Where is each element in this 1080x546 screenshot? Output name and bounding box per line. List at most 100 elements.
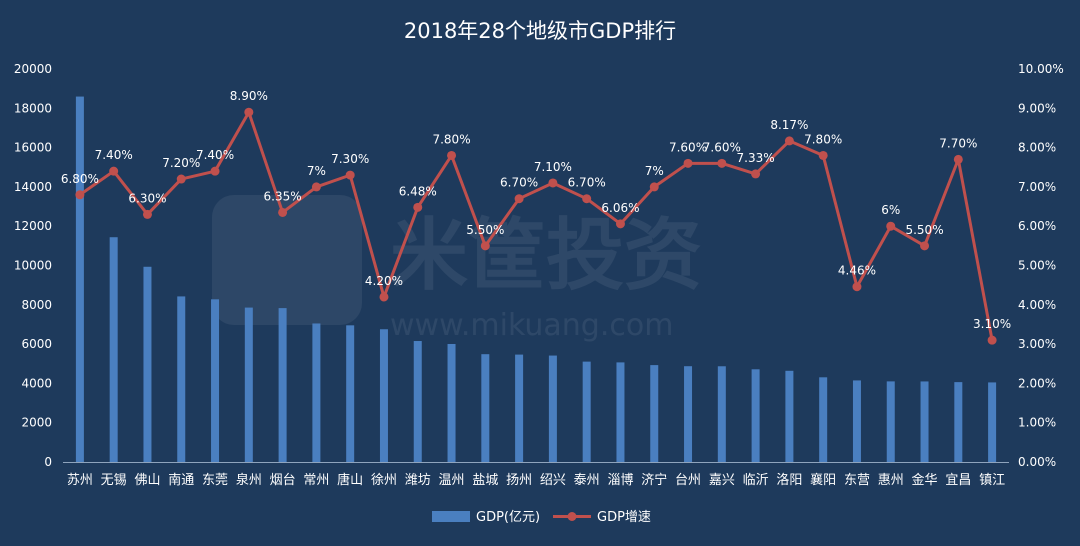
growth-data-label: 4.20%: [365, 274, 403, 288]
gdp-bar: [177, 296, 186, 462]
left-y-tick-label: 12000: [14, 219, 52, 233]
growth-data-label: 6.70%: [500, 176, 538, 190]
gdp-bar: [751, 369, 760, 462]
growth-point: [413, 202, 423, 212]
growth-point: [210, 166, 220, 176]
right-y-tick-label: 10.00%: [1018, 62, 1064, 76]
growth-point: [514, 194, 524, 204]
gdp-bar: [244, 307, 253, 462]
right-y-tick-label: 5.00%: [1018, 259, 1056, 273]
right-y-tick-label: 4.00%: [1018, 298, 1056, 312]
gdp-bar: [650, 365, 659, 462]
growth-point: [447, 150, 457, 160]
growth-data-label: 7.10%: [534, 160, 572, 174]
growth-data-label: 3.10%: [973, 317, 1011, 331]
growth-data-label: 8.90%: [230, 89, 268, 103]
growth-point: [818, 150, 828, 160]
left-y-tick-label: 8000: [21, 298, 52, 312]
growth-data-label: 6.06%: [601, 201, 639, 215]
growth-line-path: [79, 110, 994, 341]
growth-data-label: 7.80%: [432, 132, 470, 146]
right-y-tick-label: 7.00%: [1018, 180, 1056, 194]
x-tick-label: 泉州: [236, 472, 262, 488]
gdp-bar: [211, 299, 220, 462]
growth-data-label: 7.60%: [703, 140, 741, 154]
gdp-bar: [481, 354, 490, 462]
growth-point: [311, 182, 321, 192]
gdp-bar: [954, 382, 963, 462]
x-tick-label: 南通: [168, 472, 194, 488]
gdp-bar: [278, 308, 287, 462]
legend: GDP(亿元) GDP增速: [432, 510, 651, 525]
growth-line: 6.80%7.40%6.30%7.20%7.40%8.90%6.35%7%7.3…: [61, 89, 1011, 345]
growth-point: [75, 190, 85, 200]
x-tick-label: 烟台: [270, 473, 296, 488]
right-y-tick-label: 1.00%: [1018, 416, 1056, 430]
left-y-tick-label: 18000: [14, 101, 52, 115]
x-tick-label: 襄阳: [810, 472, 836, 488]
x-tick-label: 惠州: [878, 473, 904, 488]
gdp-bar: [886, 381, 895, 462]
gdp-bar: [75, 96, 84, 463]
growth-data-label: 7%: [645, 164, 664, 178]
growth-point: [548, 178, 558, 188]
growth-data-label: 4.46%: [838, 264, 876, 278]
growth-point: [784, 136, 794, 146]
legend-line-label: GDP增速: [597, 510, 651, 525]
growth-data-label: 7.60%: [669, 140, 707, 154]
x-tick-label: 洛阳: [776, 473, 802, 488]
x-tick-label: 嘉兴: [709, 473, 735, 488]
gdp-bar: [616, 362, 625, 462]
growth-point: [379, 292, 389, 302]
x-tick-label: 苏州: [67, 472, 93, 488]
gdp-bar: [413, 341, 422, 462]
growth-point: [615, 219, 625, 229]
legend-bar-swatch: [432, 511, 470, 522]
x-tick-label: 金华: [912, 472, 938, 488]
growth-data-label: 6.80%: [61, 172, 99, 186]
x-tick-label: 扬州: [506, 473, 532, 488]
left-y-axis: 0 2000 4000 6000 8000 10000 12000 14000 16000 180…: [14, 62, 52, 469]
growth-point: [953, 154, 963, 164]
x-tick-label: 潍坊: [405, 473, 431, 488]
growth-point: [109, 166, 119, 176]
growth-data-label: 5.50%: [466, 223, 504, 237]
growth-data-label: 5.50%: [905, 223, 943, 237]
growth-point: [717, 158, 727, 168]
x-tick-label: 镇江: [979, 473, 1005, 488]
x-tick-label: 台州: [675, 473, 701, 488]
gdp-bar: [109, 237, 118, 462]
watermark-main: 米筐投资: [390, 211, 702, 301]
right-y-tick-label: 3.00%: [1018, 337, 1056, 351]
watermark: 米筐投资 www.mikuang.com: [212, 195, 702, 343]
growth-data-label: 7.33%: [737, 151, 775, 165]
x-tick-label: 盐城: [472, 473, 498, 488]
gdp-bar: [717, 366, 726, 462]
x-tick-label: 无锡: [101, 473, 127, 488]
left-y-tick-label: 10000: [14, 259, 52, 273]
x-tick-label: 徐州: [371, 473, 397, 488]
gdp-bar: [143, 266, 152, 462]
left-y-tick-label: 6000: [21, 337, 52, 351]
growth-point: [176, 174, 186, 184]
growth-point: [345, 170, 355, 180]
gdp-bar: [920, 381, 929, 462]
growth-point: [886, 221, 896, 231]
x-tick-label: 临沂: [743, 473, 769, 488]
right-y-axis: 0.00% 1.00% 2.00% 3.00% 4.00% 5.00% 6.00% 7.00%…: [1018, 62, 1064, 469]
gdp-bar: [785, 370, 794, 462]
watermark-sub: www.mikuang.com: [390, 308, 673, 343]
chart-title: 2018年28个地级市GDP排行: [404, 19, 676, 43]
right-y-tick-label: 8.00%: [1018, 141, 1056, 155]
legend-bar-label: GDP(亿元): [476, 510, 540, 525]
right-y-tick-label: 6.00%: [1018, 219, 1056, 233]
x-tick-label: 东营: [844, 473, 870, 488]
x-tick-label: 温州: [439, 473, 465, 488]
growth-point: [683, 158, 693, 168]
growth-data-label: 6.48%: [399, 184, 437, 198]
growth-data-label: 7.80%: [804, 132, 842, 146]
gdp-bar: [379, 329, 388, 462]
left-y-tick-label: 2000: [21, 416, 52, 430]
